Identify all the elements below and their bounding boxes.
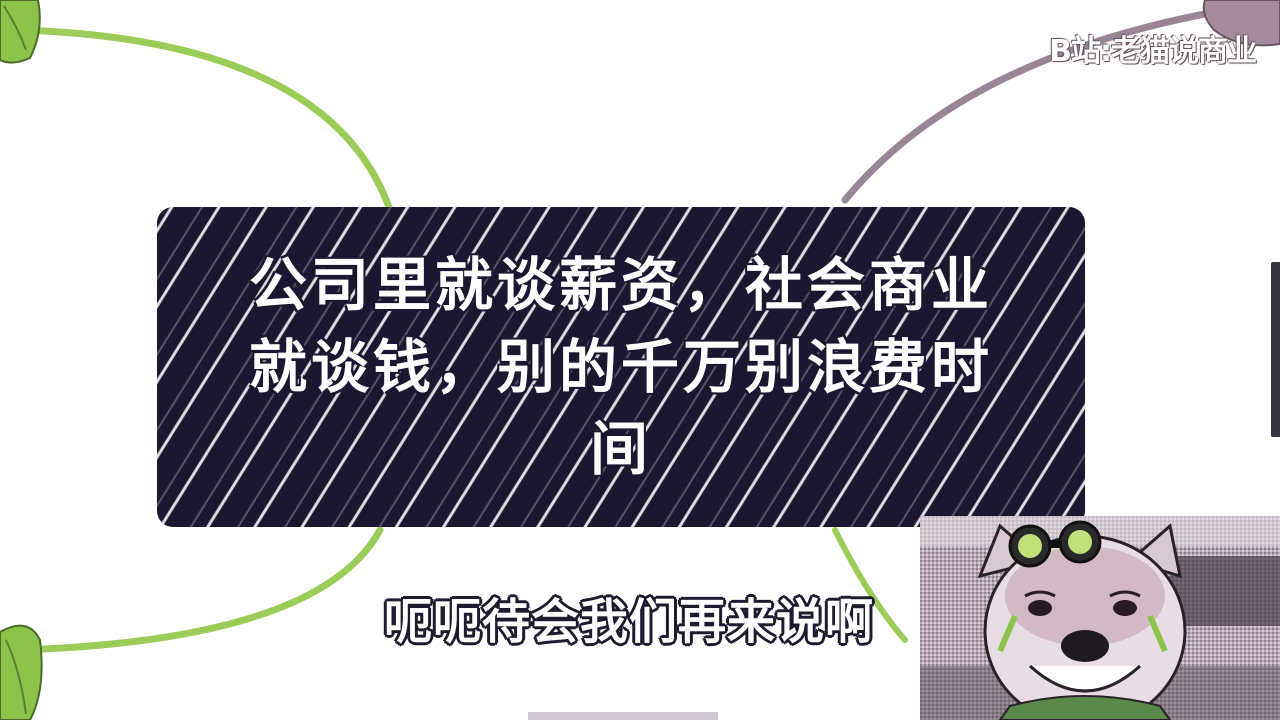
leaf-icon-top-left bbox=[0, 0, 41, 64]
purple-arc bbox=[841, 8, 1219, 204]
leaf-icon-top-right bbox=[1202, 0, 1280, 47]
channel-watermark: B站:老猫说商业 bbox=[1049, 34, 1257, 69]
subtitle-caption: 呃呃待会我们再来说啊 bbox=[384, 594, 875, 650]
leaf-icon-bottom-left bbox=[0, 624, 43, 720]
dog-mascot-with-goggles-icon bbox=[920, 516, 1280, 720]
bottom-bar bbox=[528, 712, 718, 720]
green-arc bbox=[16, 26, 394, 214]
green-arc-right-lower bbox=[832, 527, 908, 643]
green-arc-lower bbox=[16, 526, 384, 654]
title-text: 公司里就谈薪资，社会商业就谈钱，别的千万别浪费时间 bbox=[248, 251, 993, 483]
avatar-video-panel bbox=[920, 516, 1280, 720]
right-edge-bar bbox=[1271, 262, 1280, 437]
title-card: 公司里就谈薪资，社会商业就谈钱，别的千万别浪费时间 bbox=[157, 207, 1085, 527]
